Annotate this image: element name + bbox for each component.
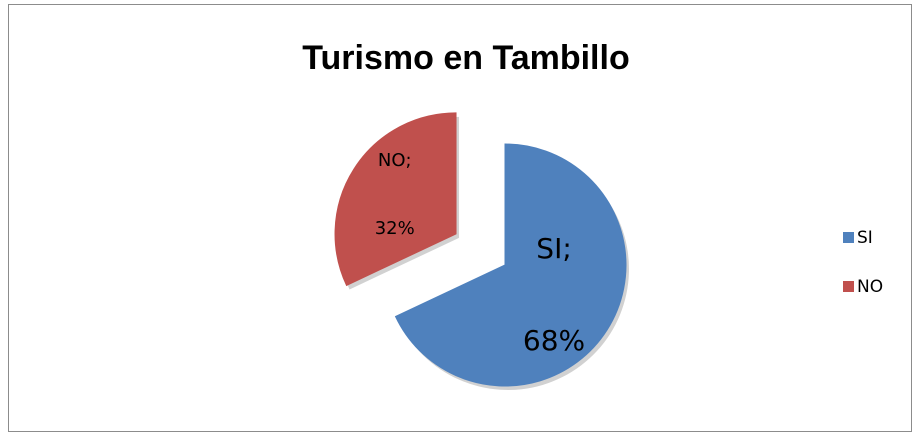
legend-label: SI bbox=[857, 228, 873, 248]
legend-swatch bbox=[843, 232, 854, 243]
chart-title: Turismo en Tambillo bbox=[302, 39, 629, 77]
data-label: 32% bbox=[375, 218, 415, 239]
legend-label: NO bbox=[857, 277, 883, 297]
data-label-name: NO; bbox=[378, 150, 412, 171]
legend-swatch bbox=[843, 281, 854, 292]
data-label: 68% bbox=[523, 324, 585, 357]
data-label-name: SI; bbox=[536, 232, 571, 265]
pie-slice bbox=[334, 112, 457, 287]
pie-slice bbox=[394, 143, 627, 387]
